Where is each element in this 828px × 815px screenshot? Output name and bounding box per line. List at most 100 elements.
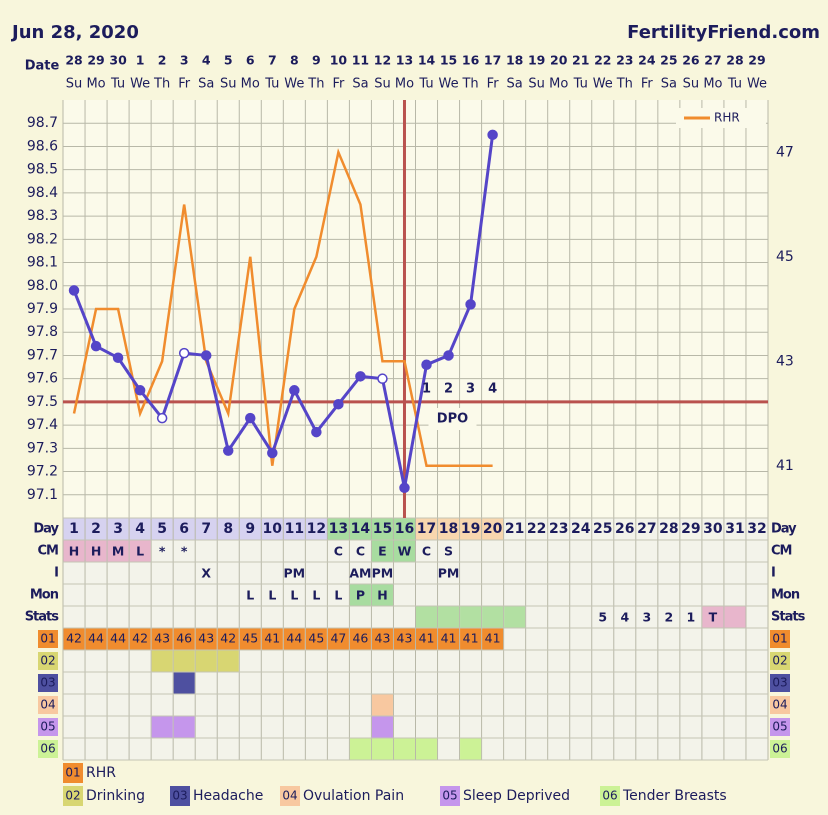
y-tick-label: 98.7 — [27, 115, 58, 131]
date-label: 29 — [87, 53, 104, 68]
temp-point — [333, 398, 344, 410]
day-number: 20 — [483, 521, 503, 537]
code-label: 05 — [40, 720, 55, 734]
day-number: 7 — [201, 521, 211, 537]
symptom-cell — [173, 672, 195, 694]
date-label: 17 — [484, 53, 501, 68]
day-number: 17 — [417, 521, 436, 537]
symptom-cell — [173, 716, 195, 738]
weekday-label: Fr — [487, 77, 500, 92]
weekday-label: Tu — [727, 77, 742, 92]
day-number: 14 — [351, 521, 371, 537]
temp-point — [267, 447, 278, 459]
rhr-cell — [261, 628, 283, 650]
date-label: 21 — [572, 53, 589, 68]
cell-fill — [371, 540, 393, 562]
legend-code-box — [600, 786, 620, 806]
legend-code-box — [440, 786, 460, 806]
cell-fill — [393, 540, 415, 562]
weekday-label: We — [593, 77, 613, 92]
date-label: 13 — [396, 53, 413, 68]
legend-code-box — [170, 786, 190, 806]
row-label: Mon — [30, 588, 59, 603]
cell-text: L — [290, 588, 298, 603]
y-tick-label: 98.4 — [27, 185, 58, 201]
y2-tick-label: 41 — [776, 458, 794, 474]
y-tick-label: 98.5 — [27, 162, 58, 178]
code-box — [770, 696, 790, 714]
cell-fill — [85, 540, 107, 562]
series-line — [72, 148, 493, 467]
code-box — [38, 652, 58, 670]
cell-text: X — [201, 566, 211, 581]
day-number: 32 — [747, 521, 766, 537]
rhr-cell — [195, 628, 217, 650]
date-label: 24 — [638, 53, 656, 68]
rhr-cell-text: 45 — [242, 631, 258, 646]
code-label: 06 — [40, 742, 55, 756]
cell-text: L — [312, 588, 320, 603]
symptom-cell — [371, 694, 393, 716]
day-number: 29 — [681, 521, 700, 537]
weekday-label: Th — [461, 77, 478, 92]
rhr-cell-text: 44 — [88, 631, 104, 646]
code-box — [38, 740, 58, 758]
code-label: 01 — [772, 632, 787, 646]
day-number: 5 — [157, 521, 167, 537]
day-number: 19 — [461, 521, 480, 537]
rhr-cell-text: 43 — [198, 631, 214, 646]
weekday-label: Mo — [703, 77, 722, 92]
code-box — [38, 674, 58, 692]
y-tick-label: 98.3 — [27, 208, 58, 224]
day-number: 22 — [527, 521, 546, 537]
code-box — [770, 740, 790, 758]
y2-tick-label: 47 — [776, 144, 794, 160]
dpo-label: 3 — [466, 382, 475, 397]
rhr-cell-text: 41 — [463, 631, 479, 646]
weekday-label: Fr — [332, 77, 345, 92]
rhr-cell-text: 42 — [66, 631, 82, 646]
date-label: 25 — [660, 53, 677, 68]
rhr-cell-text: 47 — [330, 631, 346, 646]
date-label: 6 — [246, 53, 255, 68]
day-number: 16 — [395, 521, 414, 537]
rhr-cell — [305, 628, 327, 650]
date-label: 9 — [312, 53, 321, 68]
dpo-label: 2 — [444, 382, 453, 397]
y-tick-label: 97.5 — [27, 394, 58, 410]
cell-fill — [349, 584, 371, 606]
cell-text: E — [378, 544, 387, 559]
code-box — [38, 696, 58, 714]
dpo-label: 4 — [488, 382, 497, 397]
chart-date: Jun 28, 2020 — [10, 22, 139, 43]
legend-code: 04 — [282, 789, 297, 803]
date-label: 20 — [550, 53, 568, 68]
day-number: 21 — [505, 521, 524, 537]
legend-box — [676, 108, 766, 128]
date-label: 4 — [202, 53, 211, 68]
y-tick-label: 97.8 — [27, 324, 58, 340]
date-label: 26 — [682, 53, 700, 68]
rhr-cell — [460, 628, 482, 650]
weekday-label: Fr — [641, 77, 654, 92]
legend-code-box — [280, 786, 300, 806]
rhr-cell-text: 43 — [375, 631, 391, 646]
temp-point — [399, 482, 410, 494]
cell-fill — [460, 606, 482, 628]
weekday-label: We — [130, 77, 150, 92]
weekday-label: Su — [683, 77, 700, 92]
rhr-cell — [482, 628, 504, 650]
rhr-cell — [327, 628, 349, 650]
temp-point — [465, 299, 476, 310]
code-label: 02 — [772, 654, 787, 668]
cell-text: AM — [349, 566, 371, 581]
day-number: 12 — [307, 521, 326, 537]
date-label: 7 — [268, 53, 277, 68]
weekday-label: Fr — [178, 77, 191, 92]
date-label: 19 — [528, 53, 545, 68]
rhr-cell-text: 46 — [352, 631, 368, 646]
y-tick-label: 98.2 — [27, 231, 58, 247]
row-label: CM — [38, 544, 59, 559]
symptom-cell — [460, 738, 482, 760]
